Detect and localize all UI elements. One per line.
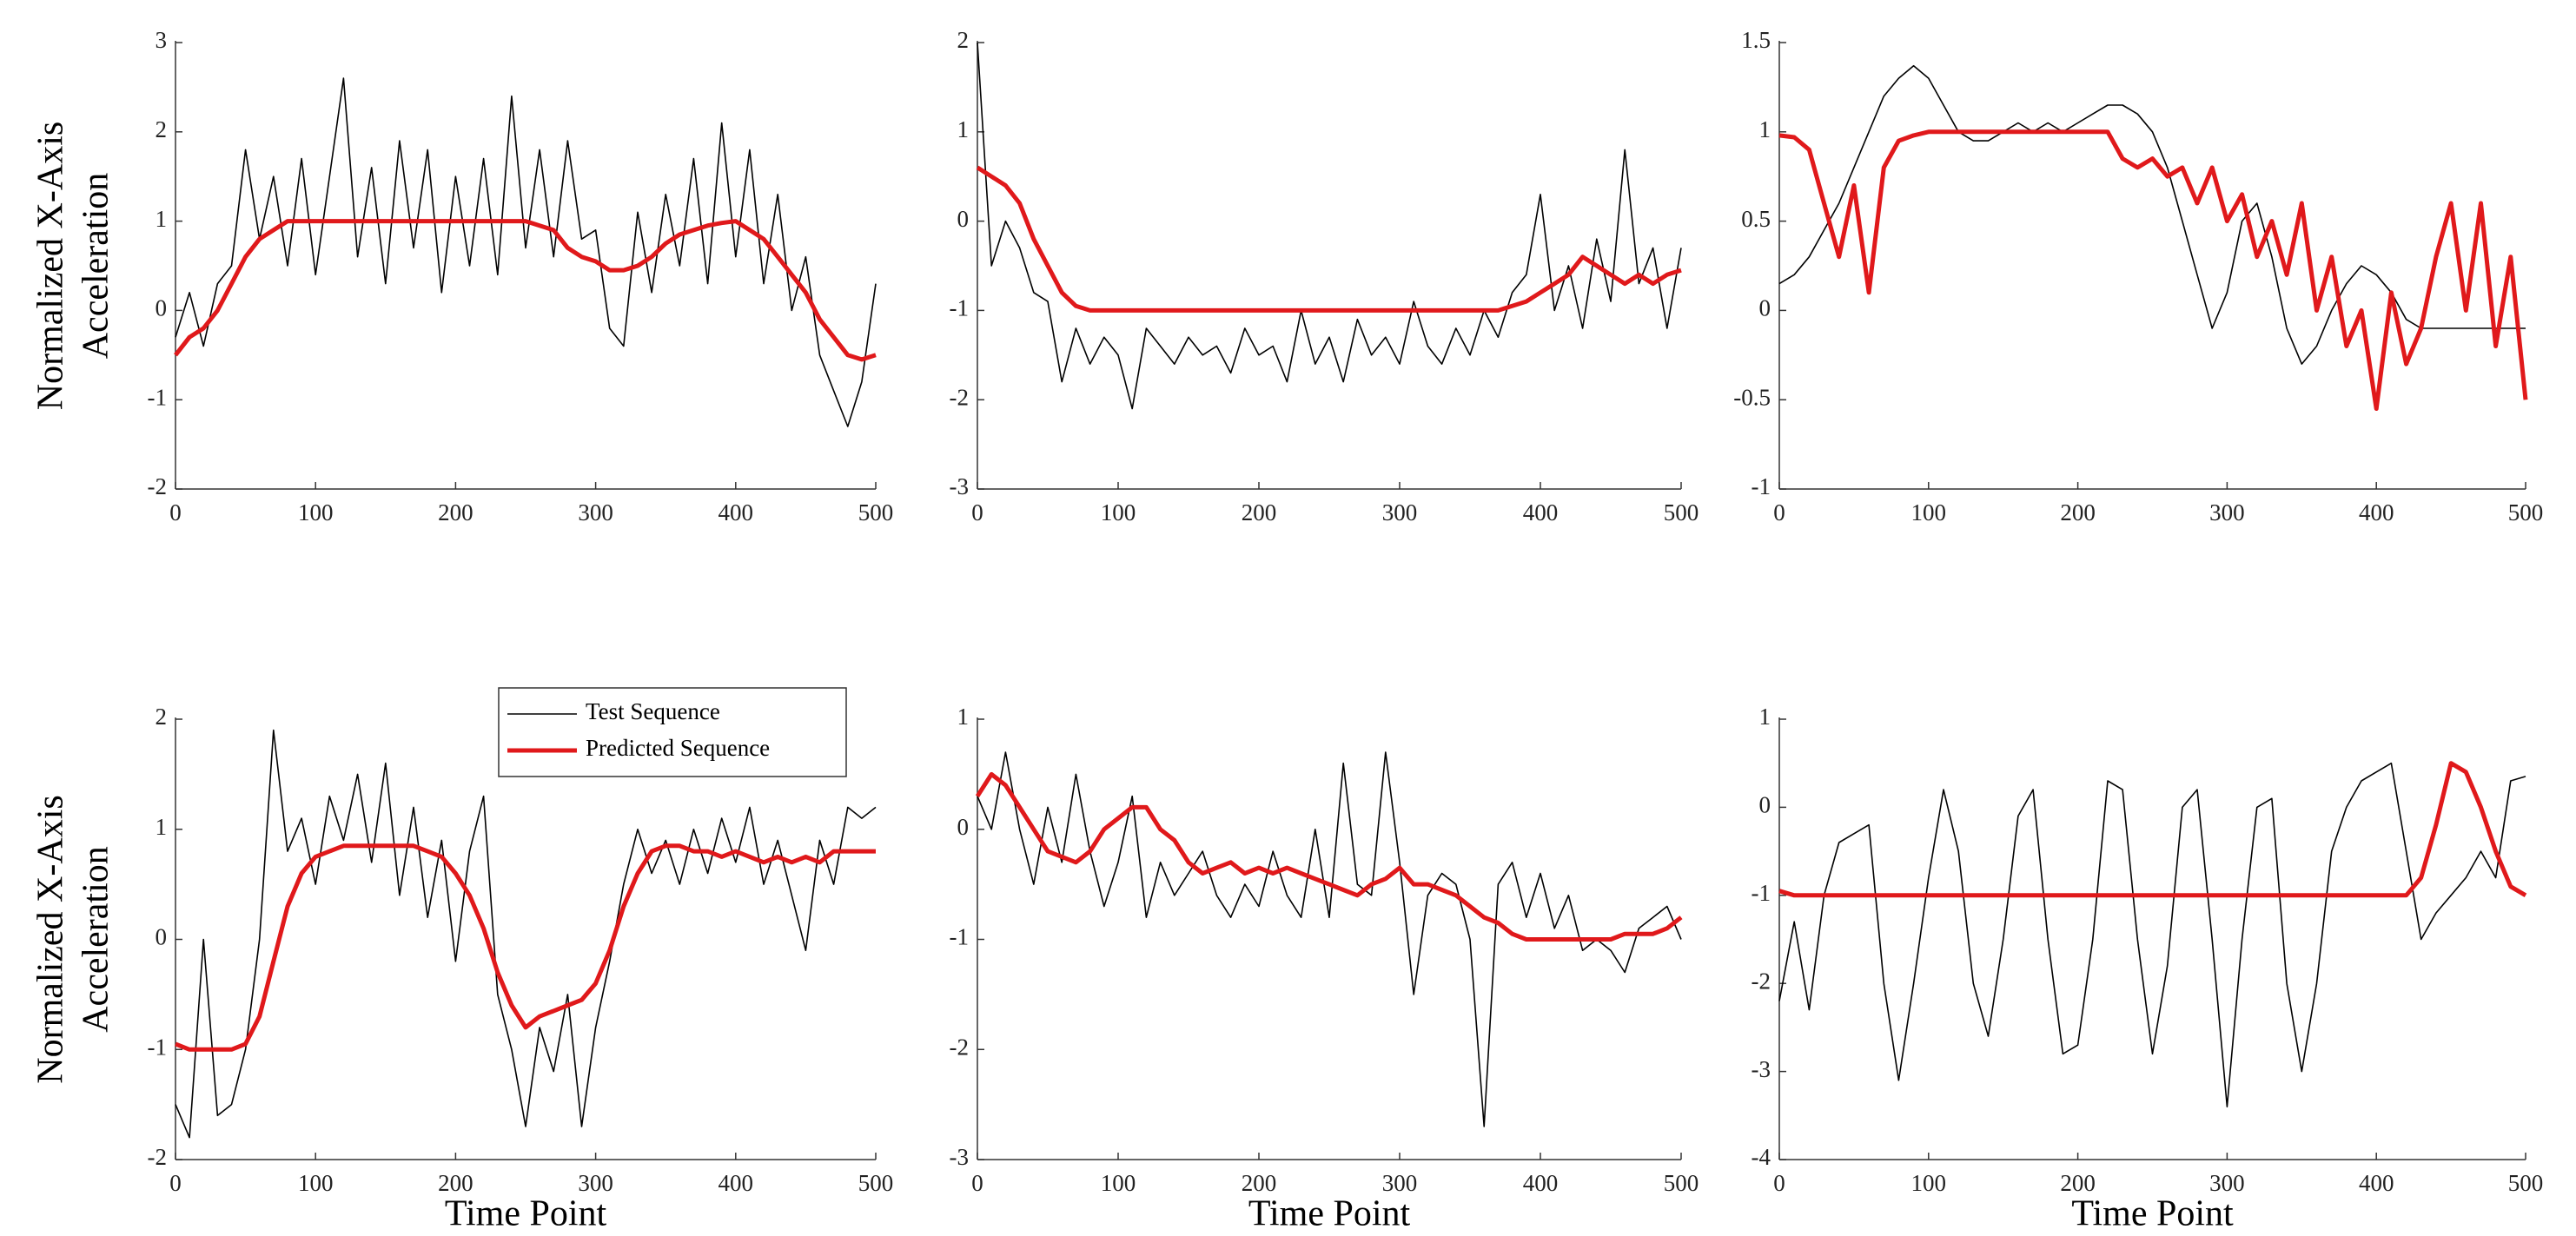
y-tick-label: -2 xyxy=(148,1144,168,1170)
x-tick-label: 300 xyxy=(1382,1170,1418,1196)
y-tick-label: -3 xyxy=(1752,1056,1771,1082)
subplot: -4 -3 -2 -1 0 1 0 100 200 300 400 500 Time Point xyxy=(1752,704,2544,1233)
series-line xyxy=(1778,761,2527,898)
y-tick-label: -3 xyxy=(950,1144,970,1170)
x-tick-label: 0 xyxy=(971,499,983,525)
x-tick-label: 300 xyxy=(578,499,613,525)
y-tick-label: -1 xyxy=(1752,880,1771,906)
series-line xyxy=(1778,64,2526,365)
x-tick-label: 400 xyxy=(1523,1170,1559,1196)
x-tick-label: 300 xyxy=(2209,1170,2245,1196)
series-line xyxy=(175,77,877,427)
y-tick-label: -2 xyxy=(1752,968,1771,994)
y-tick-label: 0 xyxy=(156,924,168,950)
series-line xyxy=(975,771,1683,942)
x-tick-label: 100 xyxy=(1101,1170,1136,1196)
y-axis-label: Acceleration xyxy=(76,846,116,1033)
y-tick-label: -2 xyxy=(148,473,168,499)
y-tick-label: -1 xyxy=(950,295,970,321)
y-tick-label: 1 xyxy=(156,814,168,840)
y-tick-label: -1 xyxy=(1752,473,1771,499)
y-tick-label: -4 xyxy=(1752,1144,1771,1170)
x-tick-label: 500 xyxy=(858,499,894,525)
y-tick-label: -2 xyxy=(950,384,970,410)
subplot: -2 -1 0 1 2 3 0 100 200 300 400 500 Normalized X-Axi… xyxy=(31,27,894,525)
series-line xyxy=(1778,762,2526,1107)
x-tick-label: 0 xyxy=(1773,499,1785,525)
y-tick-label: 1 xyxy=(156,206,168,232)
y-tick-label: 0.5 xyxy=(1741,206,1771,232)
series-line xyxy=(1778,129,2528,411)
y-tick-label: -1 xyxy=(148,384,168,410)
x-tick-label: 400 xyxy=(2359,499,2394,525)
y-tick-label: 3 xyxy=(156,27,168,53)
x-tick-label: 100 xyxy=(1101,499,1136,525)
x-axis-label: Time Point xyxy=(445,1194,607,1234)
x-tick-label: 0 xyxy=(169,1170,182,1196)
x-tick-label: 500 xyxy=(1664,499,1699,525)
series-line xyxy=(175,843,876,1052)
y-axis-label: Acceleration xyxy=(76,173,116,360)
y-axis-label: Normalized X-Axis xyxy=(31,795,71,1083)
y-tick-label: 0 xyxy=(1759,792,1771,818)
series-line xyxy=(174,219,877,362)
x-tick-label: 200 xyxy=(438,1170,473,1196)
x-axis-label: Time Point xyxy=(2071,1194,2234,1234)
x-tick-label: 0 xyxy=(971,1170,983,1196)
x-tick-label: 200 xyxy=(438,499,473,525)
x-tick-label: 100 xyxy=(298,499,334,525)
y-tick-label: 2 xyxy=(156,704,168,730)
y-tick-label: 1.5 xyxy=(1741,27,1771,53)
x-tick-label: 400 xyxy=(1523,499,1559,525)
y-axis-label: Normalized X-Axis xyxy=(31,122,71,410)
subplot: -2 -1 0 1 2 0 100 200 300 400 500 Time Point Normali… xyxy=(31,687,894,1234)
subplot: -3 -2 -1 0 1 0 100 200 300 400 500 Time Point xyxy=(950,704,1699,1233)
x-tick-label: 500 xyxy=(2508,499,2544,525)
y-tick-label: 0 xyxy=(957,814,970,840)
x-tick-label: 500 xyxy=(1664,1170,1699,1196)
subplot: -3 -2 -1 0 1 2 0 100 200 300 400 500 xyxy=(950,27,1699,525)
legend-label: Predicted Sequence xyxy=(586,735,770,761)
x-tick-label: 200 xyxy=(2060,1170,2096,1196)
y-tick-label: -0.5 xyxy=(1733,384,1771,410)
x-tick-label: 300 xyxy=(2209,499,2245,525)
series-line xyxy=(976,165,1682,313)
x-tick-label: 100 xyxy=(1911,499,1947,525)
y-tick-label: -3 xyxy=(950,473,970,499)
y-tick-label: 0 xyxy=(156,295,168,321)
y-tick-label: 2 xyxy=(957,27,970,53)
x-tick-label: 300 xyxy=(578,1170,613,1196)
x-tick-label: 500 xyxy=(2508,1170,2544,1196)
x-tick-label: 200 xyxy=(2060,499,2096,525)
legend: Test Sequence Predicted Sequence xyxy=(498,687,847,777)
x-tick-label: 100 xyxy=(298,1170,334,1196)
y-tick-label: 1 xyxy=(1759,116,1771,142)
y-tick-label: -2 xyxy=(950,1034,970,1060)
legend-box xyxy=(498,687,847,777)
y-tick-label: 1 xyxy=(1759,704,1771,730)
x-tick-label: 300 xyxy=(1382,499,1418,525)
x-tick-label: 500 xyxy=(858,1170,894,1196)
x-tick-label: 400 xyxy=(2359,1170,2394,1196)
legend-label: Test Sequence xyxy=(586,698,720,724)
y-tick-label: 2 xyxy=(156,116,168,142)
x-tick-label: 200 xyxy=(1242,499,1277,525)
y-tick-label: 0 xyxy=(957,206,970,232)
y-tick-label: -1 xyxy=(148,1034,168,1060)
x-tick-label: 0 xyxy=(169,499,182,525)
y-tick-label: -1 xyxy=(950,924,970,950)
x-axis-label: Time Point xyxy=(1248,1194,1411,1234)
x-tick-label: 100 xyxy=(1911,1170,1947,1196)
y-tick-label: 1 xyxy=(957,704,970,730)
y-tick-label: 1 xyxy=(957,116,970,142)
y-tick-label: 0 xyxy=(1759,295,1771,321)
x-tick-label: 200 xyxy=(1242,1170,1277,1196)
series-line xyxy=(977,751,1682,1127)
x-tick-label: 0 xyxy=(1773,1170,1785,1196)
x-tick-label: 400 xyxy=(718,1170,754,1196)
series-line xyxy=(977,42,1682,410)
x-tick-label: 400 xyxy=(718,499,754,525)
subplot: -1 -0.5 0 0.5 1 1.5 0 100 200 300 400 500 xyxy=(1733,27,2543,525)
